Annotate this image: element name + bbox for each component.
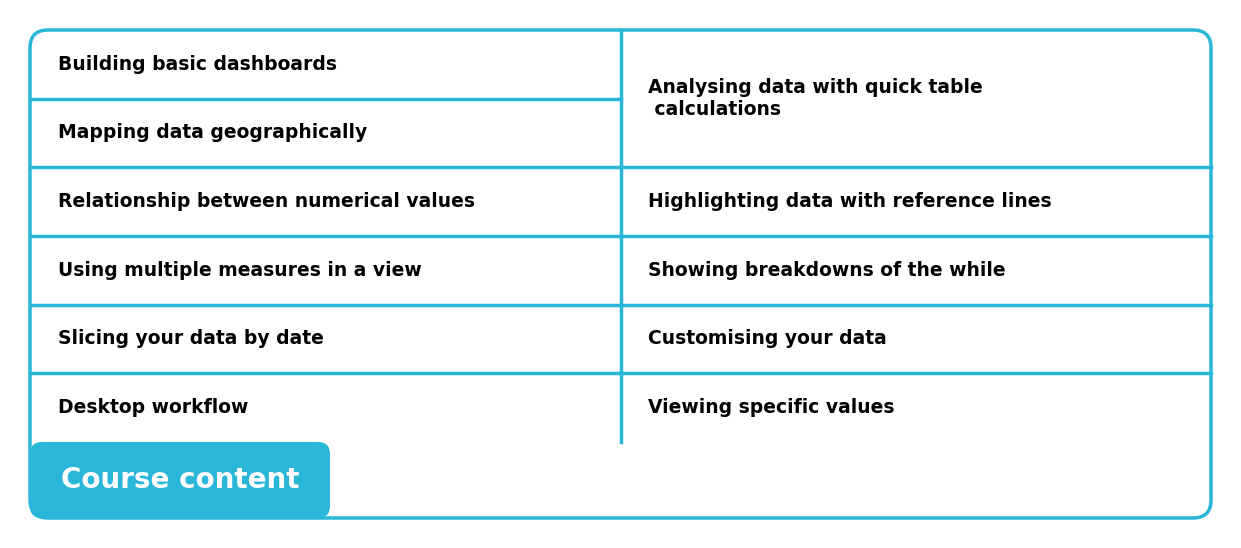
Text: Customising your data: Customising your data	[649, 329, 887, 349]
Text: Relationship between numerical values: Relationship between numerical values	[58, 192, 475, 211]
Text: Highlighting data with reference lines: Highlighting data with reference lines	[649, 192, 1052, 211]
Text: Slicing your data by date: Slicing your data by date	[58, 329, 324, 349]
FancyBboxPatch shape	[30, 442, 330, 518]
Text: Showing breakdowns of the while: Showing breakdowns of the while	[649, 261, 1006, 280]
Text: Analysing data with quick table
 calculations: Analysing data with quick table calculat…	[649, 78, 983, 119]
Text: Building basic dashboards: Building basic dashboards	[58, 55, 338, 74]
FancyBboxPatch shape	[30, 30, 1211, 518]
Text: Course content: Course content	[61, 466, 299, 494]
Text: Using multiple measures in a view: Using multiple measures in a view	[58, 261, 422, 280]
Text: Viewing specific values: Viewing specific values	[649, 398, 895, 417]
Text: Desktop workflow: Desktop workflow	[58, 398, 248, 417]
Text: Mapping data geographically: Mapping data geographically	[58, 123, 367, 142]
